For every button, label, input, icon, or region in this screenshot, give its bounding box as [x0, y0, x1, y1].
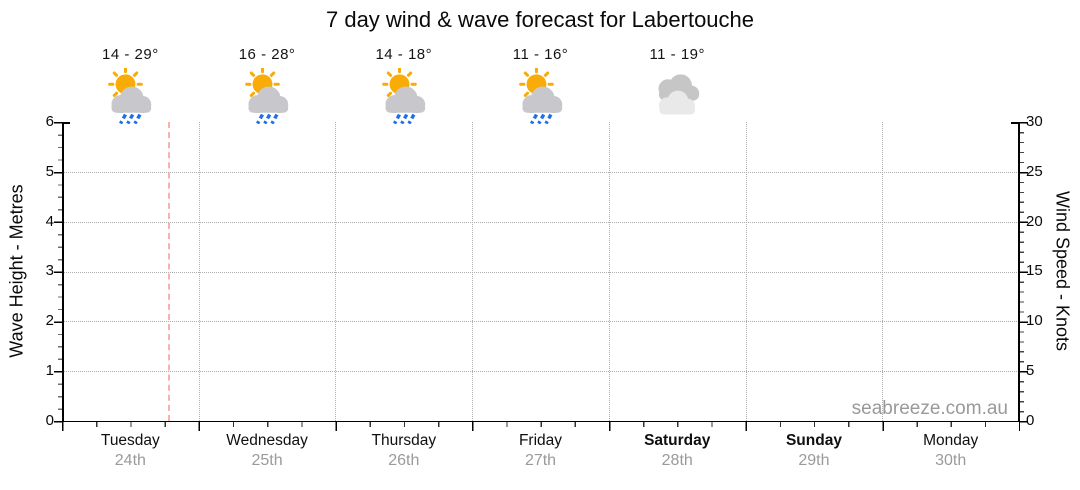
left-axis-line: [62, 122, 64, 422]
sun-rain-cloud-icon: [518, 68, 564, 124]
day-date: 29th: [798, 452, 830, 469]
daily-forecast-row: 14 - 29° 16 - 28° 14 - 18° 11 - 16° 11 -…: [62, 45, 1019, 129]
day-label: Sunday 29th: [746, 432, 883, 470]
day-date: 25th: [251, 452, 283, 469]
forecast-slot: 16 - 28°: [199, 45, 336, 129]
temperature-range: 11 - 19°: [649, 46, 706, 63]
day-label: Friday 27th: [472, 432, 609, 470]
day-label: Wednesday 25th: [199, 432, 336, 470]
day-label: Thursday 26th: [335, 432, 472, 470]
right-tick-label: 15: [1026, 262, 1043, 279]
day-name: Saturday: [644, 432, 711, 449]
day-name: Tuesday: [100, 432, 160, 449]
day-date: 28th: [661, 452, 693, 469]
day-label: Monday 30th: [882, 432, 1019, 470]
right-tick-label: 10: [1026, 312, 1043, 329]
forecast-slot: 14 - 18°: [335, 45, 472, 129]
left-tick-label: 3: [45, 262, 54, 279]
day-name: Wednesday: [226, 432, 308, 449]
temperature-range: 11 - 16°: [512, 46, 569, 63]
right-tick-label: 30: [1026, 113, 1043, 130]
forecast-slot: 11 - 16°: [472, 45, 609, 129]
sun-rain-cloud-icon: [245, 68, 291, 124]
x-axis-day-labels: Tuesday 24th Wednesday 25th Thursday 26t…: [62, 432, 1019, 470]
right-tick-label: 5: [1026, 362, 1035, 379]
cloudy-icon: [658, 74, 700, 115]
bottom-axis-major-ticks: [62, 422, 1020, 431]
day-date: 26th: [388, 452, 420, 469]
day-name: Monday: [923, 432, 979, 449]
right-axis-major-ticks: [1019, 122, 1028, 423]
vertical-gridline: [198, 122, 200, 421]
left-tick-label: 5: [45, 163, 54, 180]
vertical-gridline: [335, 122, 337, 421]
forecast-slot-empty: [746, 45, 883, 129]
horizontal-gridline: [62, 271, 1019, 273]
day-date: 27th: [524, 452, 557, 469]
temperature-range: 16 - 28°: [238, 46, 296, 63]
vertical-gridline: [745, 122, 747, 421]
day-name: Thursday: [371, 432, 437, 449]
forecast-slot: 11 - 19°: [609, 45, 746, 129]
day-label: Tuesday 24th: [62, 432, 199, 470]
horizontal-gridline: [62, 221, 1019, 223]
right-tick-label: 20: [1026, 213, 1043, 230]
vertical-gridline: [882, 122, 884, 421]
left-tick-label: 6: [45, 113, 54, 130]
right-axis-line: [1018, 122, 1020, 422]
sun-rain-cloud-icon: [108, 68, 154, 124]
left-tick-label: 4: [45, 213, 54, 230]
right-tick-label: 25: [1026, 163, 1043, 180]
day-name: Friday: [518, 432, 563, 449]
temperature-range: 14 - 29°: [102, 46, 159, 63]
left-tick-label: 2: [45, 312, 54, 329]
bottom-axis-line: [62, 420, 1020, 422]
left-axis-top-cap: [62, 122, 70, 124]
right-axis-top-cap: [1011, 122, 1020, 124]
sun-rain-cloud-icon: [381, 68, 427, 124]
left-axis-major-ticks: [54, 122, 62, 423]
watermark: seabreeze.com.au: [851, 398, 1008, 419]
horizontal-gridline: [62, 371, 1019, 373]
forecast-slot-empty: [882, 45, 1019, 129]
day-date: 24th: [114, 452, 146, 469]
left-tick-label: 1: [45, 362, 54, 379]
vertical-gridline: [472, 122, 474, 421]
temperature-range: 14 - 18°: [375, 46, 433, 63]
forecast-slot: 14 - 29°: [62, 45, 199, 129]
horizontal-gridline: [62, 321, 1019, 323]
day-name: Sunday: [785, 432, 842, 449]
left-axis-title: Wave Height - Metres: [6, 184, 27, 358]
chart-title: 7 day wind & wave forecast for Labertouc…: [325, 7, 755, 32]
right-tick-label: 0: [1026, 412, 1035, 429]
day-date: 30th: [935, 452, 967, 469]
current-time-marker-line: [168, 122, 170, 421]
day-label: Saturday 28th: [609, 432, 746, 470]
vertical-gridline: [608, 122, 610, 421]
left-tick-label: 0: [45, 412, 54, 429]
horizontal-gridline: [62, 171, 1019, 173]
